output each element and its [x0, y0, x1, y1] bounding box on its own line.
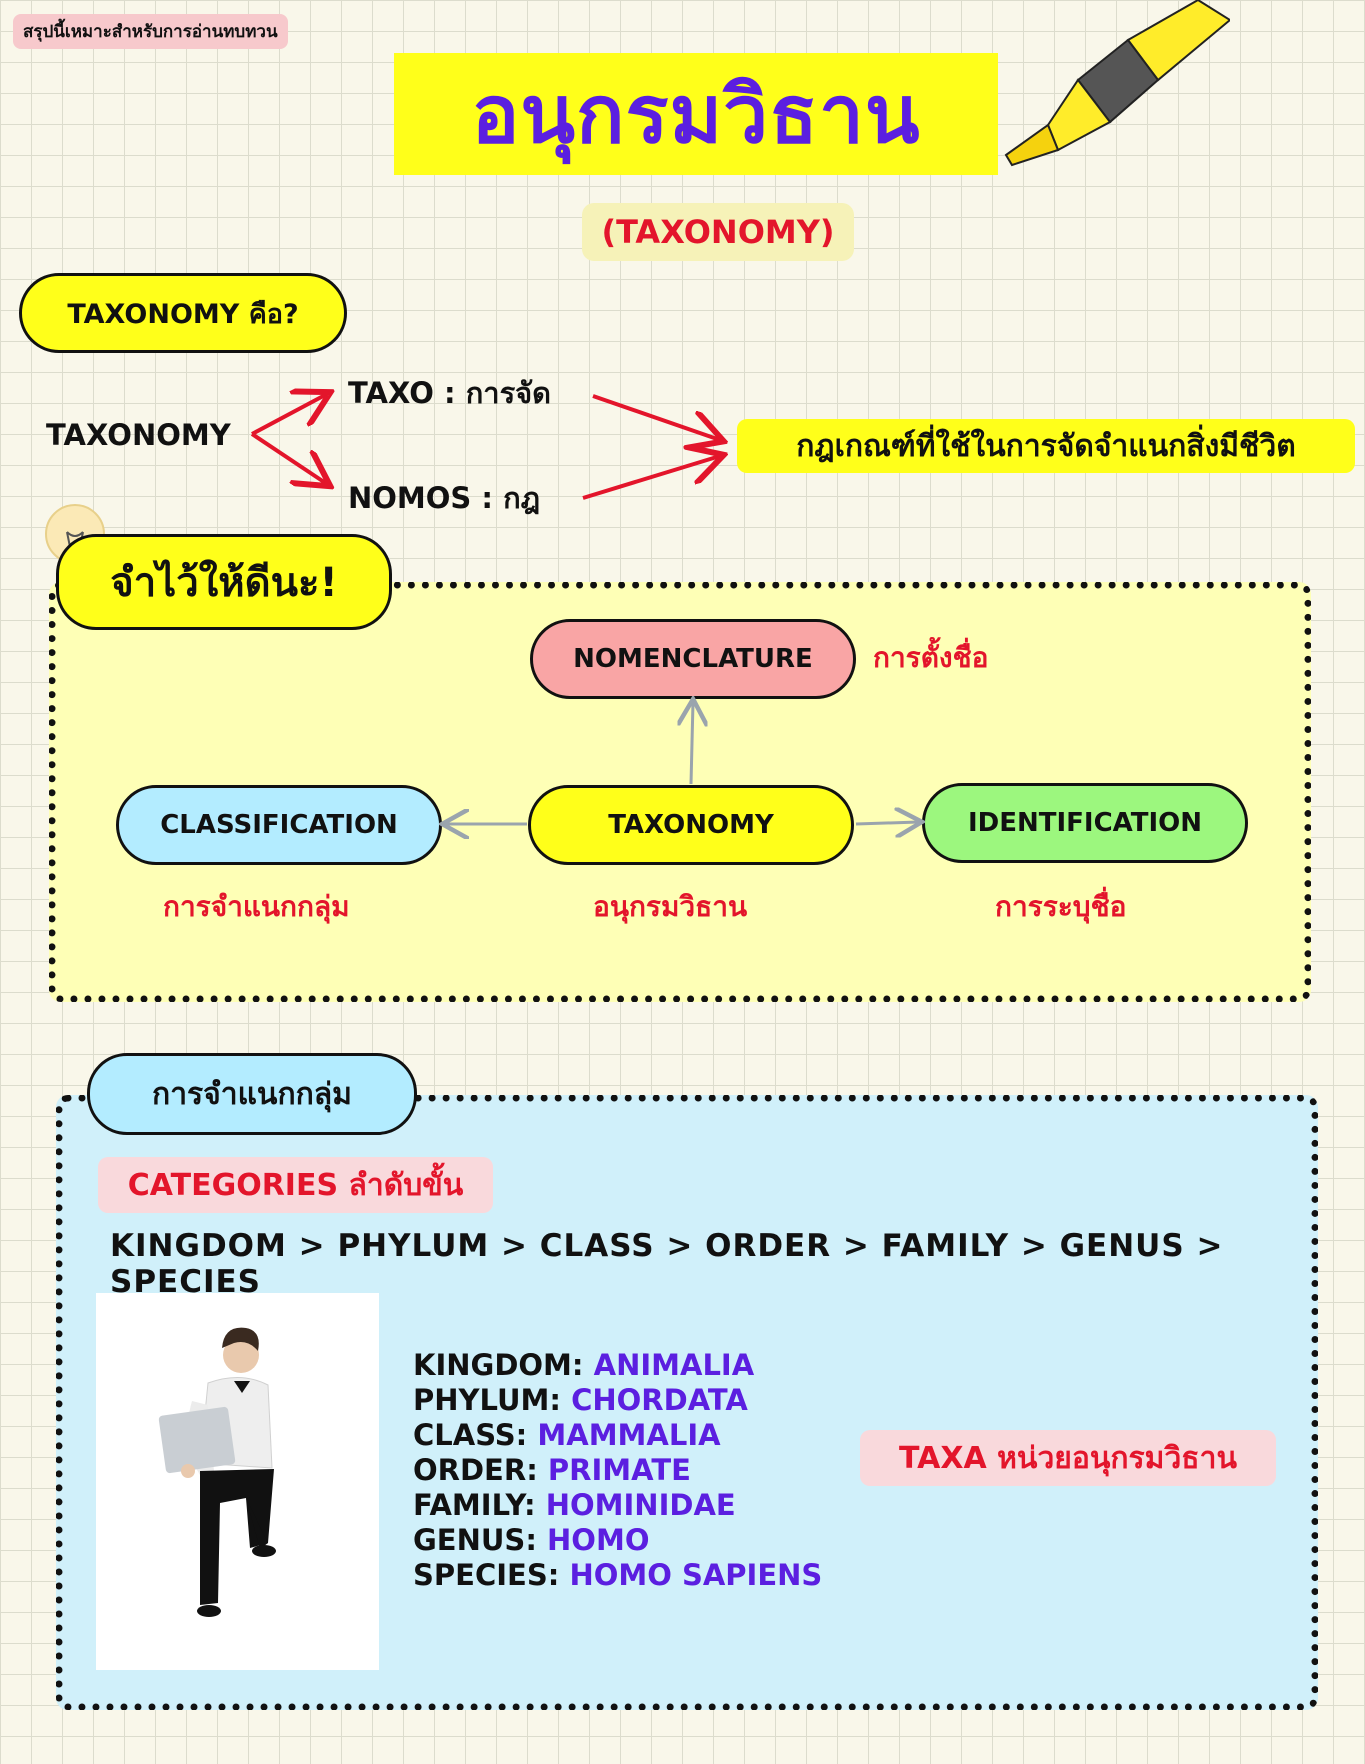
arrow-nomos-to-meaning: [582, 456, 720, 500]
taxa-rank: KINGDOM:: [413, 1348, 584, 1382]
taxonomy-connectors: [0, 600, 1365, 900]
person-figure: [158, 1327, 276, 1617]
part-nomos: NOMOS : กฎ: [348, 481, 541, 515]
taxa-row: ORDER: PRIMATE: [413, 1453, 822, 1488]
review-tag: สรุปนี้เหมาะสำหรับการอ่านทบทวน: [13, 14, 288, 49]
page-title: อนุกรมวิธาน: [471, 67, 921, 161]
taxa-rank: PHYLUM:: [413, 1383, 561, 1417]
node-classification-label: CLASSIFICATION: [160, 810, 398, 840]
part-taxo: TAXO : การจัด: [348, 376, 551, 410]
classification-heading: การจำแนกกลุ่ม: [87, 1053, 417, 1135]
taxa-value: HOMINIDAE: [545, 1488, 736, 1522]
node-identification: IDENTIFICATION: [922, 783, 1248, 863]
node-taxonomy-thai: อนุกรมวิธาน: [593, 890, 748, 923]
taxa-rank: GENUS:: [413, 1523, 537, 1557]
taxa-value: ANIMALIA: [593, 1348, 755, 1382]
definition-meaning: กฎเกณฑ์ที่ใช้ในการจัดจำแนกสิ่งมีชีวิต: [737, 419, 1355, 473]
taxa-row: GENUS: HOMO: [413, 1523, 822, 1558]
node-identification-label: IDENTIFICATION: [967, 808, 1203, 838]
taxa-row: CLASS: MAMMALIA: [413, 1418, 822, 1453]
taxa-rank: FAMILY:: [413, 1488, 536, 1522]
highlighter-icon: [1004, 0, 1230, 167]
taxa-value: HOMO SAPIENS: [569, 1558, 823, 1592]
node-classification: CLASSIFICATION: [116, 785, 442, 865]
taxa-row: FAMILY: HOMINIDAE: [413, 1488, 822, 1523]
taxa-rank: ORDER:: [413, 1453, 538, 1487]
node-nomenclature: NOMENCLATURE: [530, 619, 856, 699]
connector-right: [855, 822, 919, 824]
node-taxonomy-label: TAXONOMY: [608, 810, 774, 840]
taxa-value: MAMMALIA: [537, 1418, 721, 1452]
taxa-row: KINGDOM: ANIMALIA: [413, 1348, 822, 1383]
human-illustration: [96, 1293, 379, 1670]
remember-heading-text: จำไว้ให้ดีนะ!: [110, 560, 338, 606]
definition-heading: TAXONOMY คือ?: [19, 273, 347, 353]
root-word: TAXONOMY: [46, 418, 231, 452]
taxa-value: PRIMATE: [547, 1453, 691, 1487]
connector-up: [691, 702, 693, 785]
taxa-value: CHORDATA: [571, 1383, 748, 1417]
arrow-to-taxo: [251, 394, 327, 436]
categories-tag: CATEGORIES ลำดับขั้น: [98, 1157, 493, 1213]
taxa-value: HOMO: [547, 1523, 650, 1557]
remember-heading: จำไว้ให้ดีนะ!: [56, 534, 392, 630]
arrow-to-nomos: [250, 432, 327, 484]
subtitle-badge: (TAXONOMY): [582, 203, 854, 261]
taxa-rank: SPECIES:: [413, 1558, 560, 1592]
title-banner: อนุกรมวิธาน: [394, 53, 998, 175]
taxa-list: KINGDOM: ANIMALIA PHYLUM: CHORDATA CLASS…: [413, 1348, 822, 1593]
node-taxonomy: TAXONOMY: [528, 785, 854, 865]
node-nomenclature-label: NOMENCLATURE: [573, 644, 813, 674]
taxa-row: SPECIES: HOMO SAPIENS: [413, 1558, 822, 1593]
classification-heading-text: การจำแนกกลุ่ม: [152, 1076, 352, 1112]
arrow-taxo-to-meaning: [592, 394, 720, 440]
taxa-rank: CLASS:: [413, 1418, 528, 1452]
taxa-tag: TAXA หน่วยอนุกรมวิธาน: [860, 1430, 1276, 1486]
rank-chain: KINGDOM > PHYLUM > CLASS > ORDER > FAMIL…: [110, 1228, 1224, 1300]
node-identification-thai: การระบุชื่อ: [995, 890, 1127, 923]
node-classification-thai: การจำแนกกลุ่ม: [163, 890, 350, 923]
definition-heading-text: TAXONOMY คือ?: [67, 298, 299, 330]
taxa-row: PHYLUM: CHORDATA: [413, 1383, 822, 1418]
node-nomenclature-thai: การตั้งชื่อ: [873, 641, 989, 674]
etymology-arrows: [250, 0, 1365, 500]
